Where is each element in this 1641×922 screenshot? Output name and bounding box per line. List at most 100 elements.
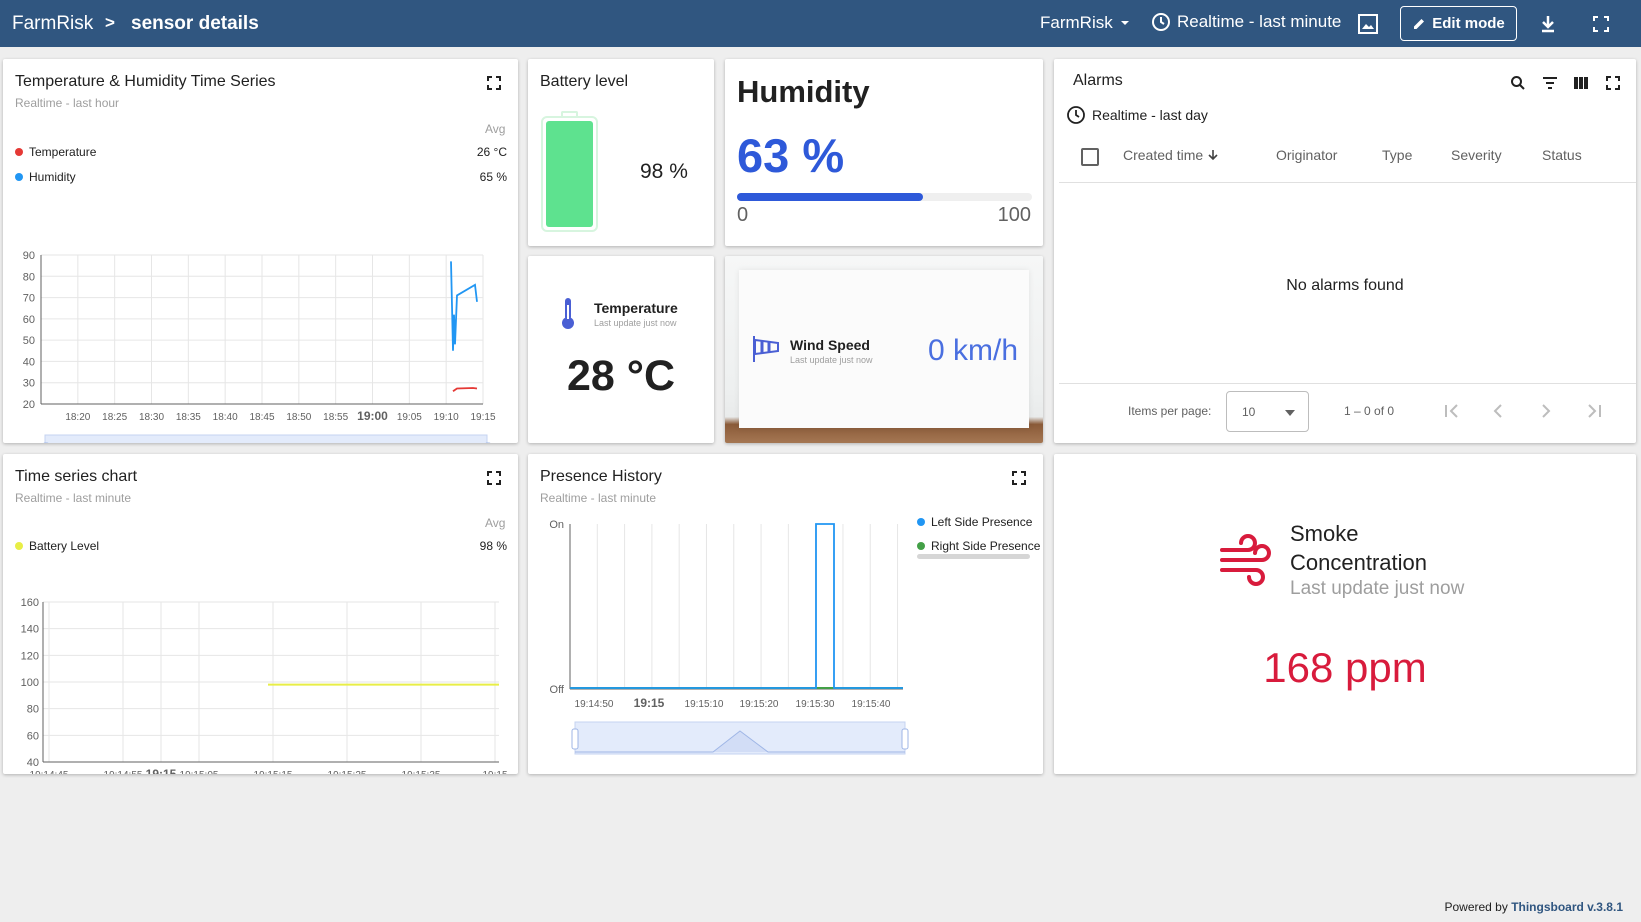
legend-label: Battery Level xyxy=(29,539,100,553)
alarms-timewindow-label: Realtime - last day xyxy=(1092,107,1208,123)
smoke-value: 168 ppm xyxy=(1263,644,1427,691)
x-tick-label: 19:15:10 xyxy=(685,699,724,710)
y-tick-label: 20 xyxy=(23,399,35,411)
footer-brand-link[interactable]: Thingsboard v.3.8.1 xyxy=(1511,900,1623,914)
x-tick-label: 19:15 xyxy=(146,767,177,774)
breadcrumb-root[interactable]: FarmRisk xyxy=(12,13,94,34)
alarms-timewindow[interactable]: Realtime - last day xyxy=(1066,105,1208,125)
column-header-originator[interactable]: Originator xyxy=(1276,147,1338,163)
powered-by-footer: Powered by Thingsboard v.3.8.1 xyxy=(1444,900,1623,914)
x-tick-label: 19:15:25 xyxy=(328,770,367,774)
y-tick-label: 60 xyxy=(23,314,35,326)
search-icon[interactable] xyxy=(1510,75,1526,91)
temp-humidity-line-chart: 20 30 40 50 60 70 80 90 18:20 18:25 18:30 18:35 18:4… xyxy=(23,250,496,443)
x-tick-label: 19:15 xyxy=(482,770,507,774)
breadcrumb-separator: > xyxy=(105,13,115,32)
column-header-created-time[interactable]: Created time xyxy=(1123,147,1219,163)
fullscreen-button[interactable] xyxy=(1588,11,1614,37)
y-tick-label: 40 xyxy=(27,757,39,769)
left-presence-series-line xyxy=(570,523,903,689)
zoom-slider-preview xyxy=(575,730,905,753)
clock-icon xyxy=(1152,13,1170,31)
filter-icon[interactable] xyxy=(1542,76,1558,90)
y-tick-label: 160 xyxy=(21,597,39,609)
items-per-page-select[interactable]: 10 xyxy=(1226,391,1309,432)
footer-prefix: Powered by xyxy=(1444,900,1508,914)
y-tick-label: 40 xyxy=(23,356,35,368)
card-title: Presence History xyxy=(540,468,662,485)
next-page-icon[interactable] xyxy=(1540,404,1552,418)
column-header-status[interactable]: Status xyxy=(1542,147,1582,163)
select-all-checkbox[interactable] xyxy=(1081,148,1099,166)
smoke-updated: Last update just now xyxy=(1290,578,1465,599)
humidity-min-label: 0 xyxy=(737,204,749,226)
caret-down-icon xyxy=(1120,21,1129,25)
legend-item-temperature[interactable]: Temperature xyxy=(15,145,96,159)
wind-icon xyxy=(1220,534,1271,586)
items-per-page-label: Items per page: xyxy=(1128,404,1212,418)
timewindow-selector[interactable]: Realtime - last minute xyxy=(1151,12,1341,32)
fullscreen-icon[interactable] xyxy=(486,470,502,486)
legend-avg-value: 65 % xyxy=(479,170,507,184)
temp-humidity-chart-card: Temperature & Humidity Time Series Realt… xyxy=(3,59,518,443)
x-tick-label: 19:15 xyxy=(634,696,665,710)
battery-line-chart: 40608010012014016019:14:4519:14:5519:151… xyxy=(21,597,508,774)
clock-icon xyxy=(1067,106,1085,124)
card-title: Time series chart xyxy=(15,468,138,485)
y-tick-label: 60 xyxy=(27,730,39,742)
card-title: Humidity xyxy=(737,74,870,109)
legend-item-right-side-presence[interactable]: Right Side Presence xyxy=(917,539,1040,553)
y-tick-label: 50 xyxy=(23,335,35,347)
legend-item-left-side-presence[interactable]: Left Side Presence xyxy=(917,515,1032,529)
edit-mode-button[interactable]: Edit mode xyxy=(1400,6,1517,41)
timewindow-label: Realtime - last minute xyxy=(1177,12,1342,31)
previous-page-icon[interactable] xyxy=(1492,404,1504,418)
legend-label: Temperature xyxy=(29,145,97,159)
humidity-value: 63 % xyxy=(737,129,845,182)
x-tick-label: 18:45 xyxy=(249,412,274,423)
column-label: Created time xyxy=(1123,147,1204,163)
column-header-severity[interactable]: Severity xyxy=(1451,147,1502,163)
download-button[interactable] xyxy=(1535,11,1561,37)
presence-history-card: Presence History Realtime - last minute … xyxy=(528,454,1043,774)
column-header-type[interactable]: Type xyxy=(1382,147,1413,163)
card-subtitle: Realtime - last minute xyxy=(540,491,657,505)
x-tick-label: 18:25 xyxy=(102,412,127,423)
battery-graphic xyxy=(541,111,598,232)
edit-mode-label: Edit mode xyxy=(1432,15,1505,32)
presence-step-chart: On Off 19:14:50 19:15 19:15:10 19:15:20 19:15:… xyxy=(549,519,909,755)
top-toolbar: FarmRisk > sensor details FarmRisk Realt… xyxy=(0,0,1641,47)
fullscreen-icon[interactable] xyxy=(486,75,502,91)
fullscreen-icon[interactable] xyxy=(1011,470,1027,486)
x-tick-label: 19:05 xyxy=(397,412,422,423)
card-title: Alarms xyxy=(1073,72,1123,89)
legend-avg-header: Avg xyxy=(485,122,506,136)
x-tick-label: 18:20 xyxy=(65,412,90,423)
breadcrumb-current-page: sensor details xyxy=(131,13,259,34)
x-tick-label: 19:15:40 xyxy=(852,699,891,710)
y-tick-label: 120 xyxy=(21,650,39,662)
first-page-icon[interactable] xyxy=(1444,404,1460,418)
image-button[interactable] xyxy=(1355,11,1381,37)
entity-selector[interactable]: FarmRisk xyxy=(1040,13,1131,33)
wind-image-frame xyxy=(739,270,1029,428)
card-subtitle: Realtime - last hour xyxy=(15,96,120,110)
zoom-slider-handle-left xyxy=(571,728,579,750)
x-tick-label: 18:40 xyxy=(213,412,238,423)
temperature-card: Temperature Last update just now 28 °C xyxy=(528,256,714,443)
legend-item-battery-level[interactable]: Battery Level xyxy=(15,539,99,553)
x-tick-label: 19:15:15 xyxy=(254,770,293,774)
y-tick-label: 140 xyxy=(21,624,39,636)
legend-item-humidity[interactable]: Humidity xyxy=(15,170,76,184)
x-tick-label: 19:15 xyxy=(470,412,495,423)
y-tick-label: Off xyxy=(550,684,565,696)
columns-icon[interactable] xyxy=(1573,75,1589,91)
x-tick-label: 19:14:55 xyxy=(104,770,143,774)
legend-scrollbar[interactable] xyxy=(917,554,1030,559)
pencil-icon xyxy=(1414,18,1425,29)
fullscreen-icon[interactable] xyxy=(1605,75,1621,91)
legend-label: Humidity xyxy=(29,170,76,184)
y-tick-label: On xyxy=(549,519,564,531)
last-page-icon[interactable] xyxy=(1586,404,1602,418)
y-tick-label: 80 xyxy=(27,704,39,716)
